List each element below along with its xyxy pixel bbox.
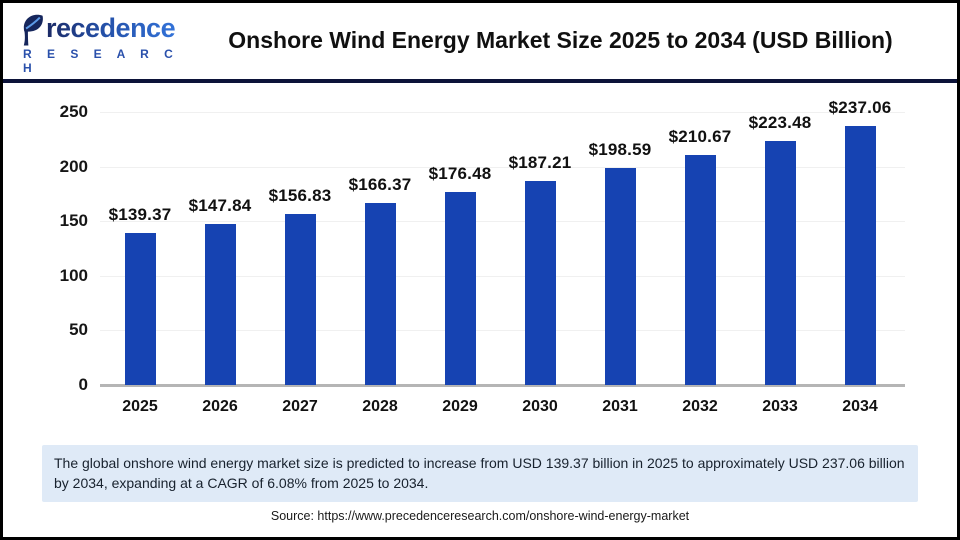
bar-value-label: $187.21	[508, 152, 572, 172]
bar-value-label: $147.84	[188, 195, 252, 215]
bar-value-label: $223.48	[748, 112, 812, 132]
gridline	[100, 221, 905, 223]
bar-value-label: $176.48	[428, 164, 492, 184]
x-axis-label: 2031	[602, 398, 638, 415]
summary-text: The global onshore wind energy market si…	[54, 455, 905, 492]
logo-subtitle-text: R E S E A R C H	[23, 47, 179, 75]
bar-value-label: $156.83	[268, 185, 332, 205]
header-separator-line	[0, 79, 960, 83]
x-axis-label: 2032	[682, 398, 718, 415]
bar-2033	[764, 140, 796, 385]
x-axis-label: 2029	[442, 398, 478, 415]
x-axis-label: 2033	[762, 398, 798, 415]
y-axis-tick-label: 100	[59, 265, 88, 285]
y-axis-tick-label: 150	[59, 211, 88, 231]
bar-2031	[604, 168, 636, 385]
summary-callout-box: The global onshore wind energy market si…	[42, 445, 918, 502]
bar-2025	[124, 232, 156, 385]
logo-brand-row: recedence	[20, 13, 180, 46]
bar-2032	[684, 154, 716, 385]
x-axis-label: 2026	[202, 398, 238, 415]
y-axis-tick-label: 200	[59, 156, 88, 176]
y-axis-tick-label: 50	[69, 320, 88, 340]
gridline	[100, 330, 905, 332]
bar-chart: 0 50 100 150 200 250 $139.37 2025 $147.84 2026 $15…	[0, 86, 960, 444]
precedence-research-logo: recedence R E S E A R C H	[20, 13, 180, 75]
bar-2028	[364, 203, 396, 385]
bar-value-label: $139.37	[108, 204, 172, 224]
source-attribution-text: Source: https://www.precedenceresearch.c…	[270, 509, 690, 523]
bar-value-label: $210.67	[668, 126, 732, 146]
bar-2029	[444, 192, 476, 385]
gridline	[100, 275, 905, 277]
y-axis-tick-label: 250	[59, 102, 88, 121]
x-axis-label: 2034	[842, 398, 878, 415]
bar-2027	[284, 213, 316, 385]
y-axis-tick-label: 0	[78, 375, 88, 394]
x-axis-line	[100, 384, 905, 387]
gridline	[100, 166, 905, 168]
bar-value-label: $166.37	[348, 175, 412, 195]
bar-2030	[524, 180, 556, 385]
bar-value-label: $237.06	[828, 98, 892, 118]
x-axis-label: 2030	[522, 398, 558, 415]
gridline	[100, 112, 905, 113]
x-axis-label: 2025	[122, 398, 158, 415]
precedence-leaf-logo-icon	[23, 14, 43, 46]
bar-2026	[204, 223, 236, 385]
x-axis-label: 2028	[362, 398, 398, 415]
bar-2034	[844, 126, 876, 385]
logo-brand-text: recedence	[46, 13, 176, 43]
chart-title: Onshore Wind Energy Market Size 2025 to …	[228, 27, 893, 53]
bar-value-label: $198.59	[588, 140, 652, 160]
x-axis-label: 2027	[282, 398, 318, 415]
